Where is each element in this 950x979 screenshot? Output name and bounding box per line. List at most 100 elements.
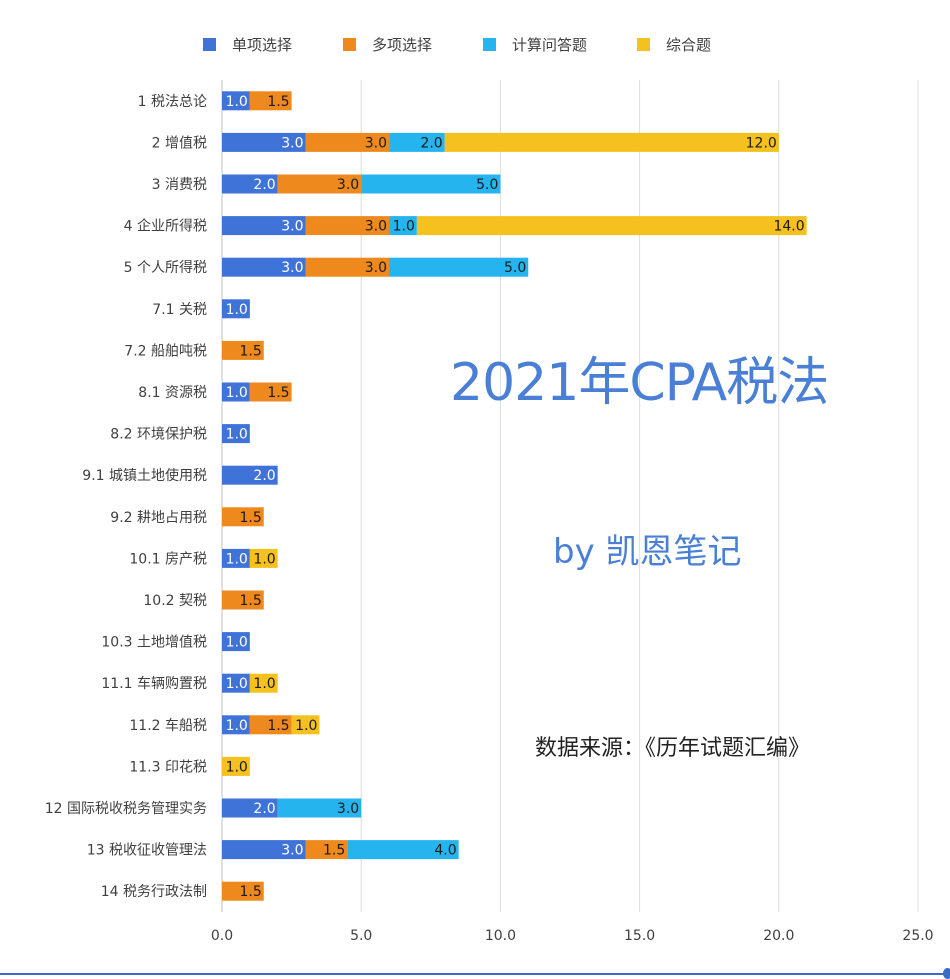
bar-segment xyxy=(277,798,362,818)
bar-segment xyxy=(222,548,250,568)
bar-segment xyxy=(389,216,417,236)
legend-swatch xyxy=(343,38,356,51)
data-label: 2.0 xyxy=(420,135,442,151)
x-tick-label: 10.0 xyxy=(485,928,516,944)
y-tick-label: 9.2 耕地占用税 xyxy=(110,509,207,526)
data-label: 1.5 xyxy=(239,593,261,609)
data-label: 14.0 xyxy=(773,219,804,235)
bar-segment xyxy=(222,216,306,236)
bar-segment xyxy=(222,340,264,360)
data-label: 3.0 xyxy=(365,219,387,235)
legend-label: 单项选择 xyxy=(232,36,293,54)
bar-segment xyxy=(361,174,501,194)
y-tick-label: 14 税务行政法制 xyxy=(101,884,207,900)
legend-label: 多项选择 xyxy=(372,36,433,54)
bar-segment xyxy=(277,174,362,194)
bar-segment xyxy=(222,673,250,693)
data-label: 1.5 xyxy=(267,385,289,401)
data-label: 3.0 xyxy=(365,260,387,276)
data-label: 5.0 xyxy=(476,177,498,193)
bar-segment xyxy=(222,507,264,527)
y-tick-label: 12 国际税收税务管理实务 xyxy=(45,801,207,817)
data-label: 1.0 xyxy=(226,718,248,734)
y-tick-label: 8.1 资源税 xyxy=(138,385,207,401)
legend-label: 综合题 xyxy=(666,36,712,54)
y-tick-label: 8.2 环境保护税 xyxy=(110,427,207,443)
y-tick-label: 11.3 印花税 xyxy=(129,759,207,775)
bar-segment xyxy=(222,840,306,860)
bar-segment xyxy=(249,382,292,402)
data-label: 1.5 xyxy=(267,718,289,734)
bar-segment xyxy=(222,91,250,111)
bar-segment xyxy=(389,132,445,152)
bar-segment xyxy=(222,132,306,152)
data-label: 1.5 xyxy=(239,510,261,526)
data-label: 2.0 xyxy=(253,468,275,484)
legend-item[interactable]: 多项选择 xyxy=(343,34,432,55)
chart-watermark-title: 2021年CPA税法 xyxy=(450,353,829,413)
data-label: 1.0 xyxy=(253,676,275,692)
y-tick-label: 1 税法总论 xyxy=(138,94,207,110)
scroll-handle[interactable] xyxy=(943,968,950,979)
data-label: 3.0 xyxy=(281,219,303,235)
y-tick-label: 11.2 车船税 xyxy=(129,717,207,734)
legend-item[interactable]: 单项选择 xyxy=(203,34,292,55)
bar-segment xyxy=(222,715,250,735)
legend-item[interactable]: 综合题 xyxy=(637,34,711,55)
data-label: 1.0 xyxy=(226,427,248,443)
y-tick-label: 10.3 土地增值税 xyxy=(101,635,207,651)
bar-segment xyxy=(222,299,250,319)
data-label: 1.5 xyxy=(323,843,345,859)
bar-segment xyxy=(416,216,807,236)
bar-segment xyxy=(444,132,779,152)
bottom-divider xyxy=(0,973,950,975)
bar-segment xyxy=(222,465,278,485)
bar-segment xyxy=(222,174,278,194)
x-tick-label: 5.0 xyxy=(350,928,372,944)
y-tick-label: 3 消费税 xyxy=(152,177,207,193)
bar-segment xyxy=(305,216,390,236)
y-tick-label: 10.2 契税 xyxy=(143,593,207,609)
y-tick-label: 10.1 房产税 xyxy=(129,551,207,567)
data-label: 1.0 xyxy=(226,94,248,110)
bar-segment xyxy=(305,132,390,152)
bar-segment xyxy=(222,590,264,610)
data-label: 3.0 xyxy=(281,260,303,276)
data-label: 1.0 xyxy=(226,676,248,692)
legend-swatch xyxy=(637,38,650,51)
bar-segment xyxy=(222,424,250,444)
x-tick-label: 25.0 xyxy=(902,928,933,944)
y-tick-label: 2 增值税 xyxy=(152,135,207,151)
bar-segment xyxy=(249,673,278,693)
chart-legend: 单项选择 多项选择 计算问答题 综合题 xyxy=(0,34,950,56)
bar-segment xyxy=(347,840,459,860)
data-label: 1.0 xyxy=(295,718,317,734)
x-tick-label: 15.0 xyxy=(624,928,655,944)
data-label: 12.0 xyxy=(746,135,777,151)
chart-watermark-byline: by 凯恩笔记 xyxy=(553,532,742,572)
bar-segment xyxy=(291,715,320,735)
bar-segment xyxy=(249,91,292,111)
bar-segment xyxy=(305,257,390,277)
x-tick-label: 20.0 xyxy=(763,928,794,944)
data-source-note: 数据来源：《历年试题汇编》 xyxy=(535,736,811,761)
data-label: 1.0 xyxy=(226,759,248,775)
data-label: 3.0 xyxy=(281,135,303,151)
data-label: 1.0 xyxy=(253,551,275,567)
data-label: 3.0 xyxy=(337,801,359,817)
data-label: 1.5 xyxy=(239,884,261,900)
bar-segment xyxy=(222,798,278,818)
legend-label: 计算问答题 xyxy=(512,36,588,54)
legend-swatch xyxy=(203,38,216,51)
data-label: 1.0 xyxy=(226,302,248,318)
y-tick-label: 4 企业所得税 xyxy=(124,218,207,235)
legend-item[interactable]: 计算问答题 xyxy=(483,34,587,55)
bar-segment xyxy=(389,257,529,277)
y-tick-label: 5 个人所得税 xyxy=(124,259,207,276)
y-tick-label: 9.1 城镇土地使用税 xyxy=(82,467,207,484)
data-label: 3.0 xyxy=(281,843,303,859)
bar-segment xyxy=(222,382,250,402)
y-tick-label: 7.1 关税 xyxy=(152,302,207,318)
bar-segment xyxy=(249,715,292,735)
